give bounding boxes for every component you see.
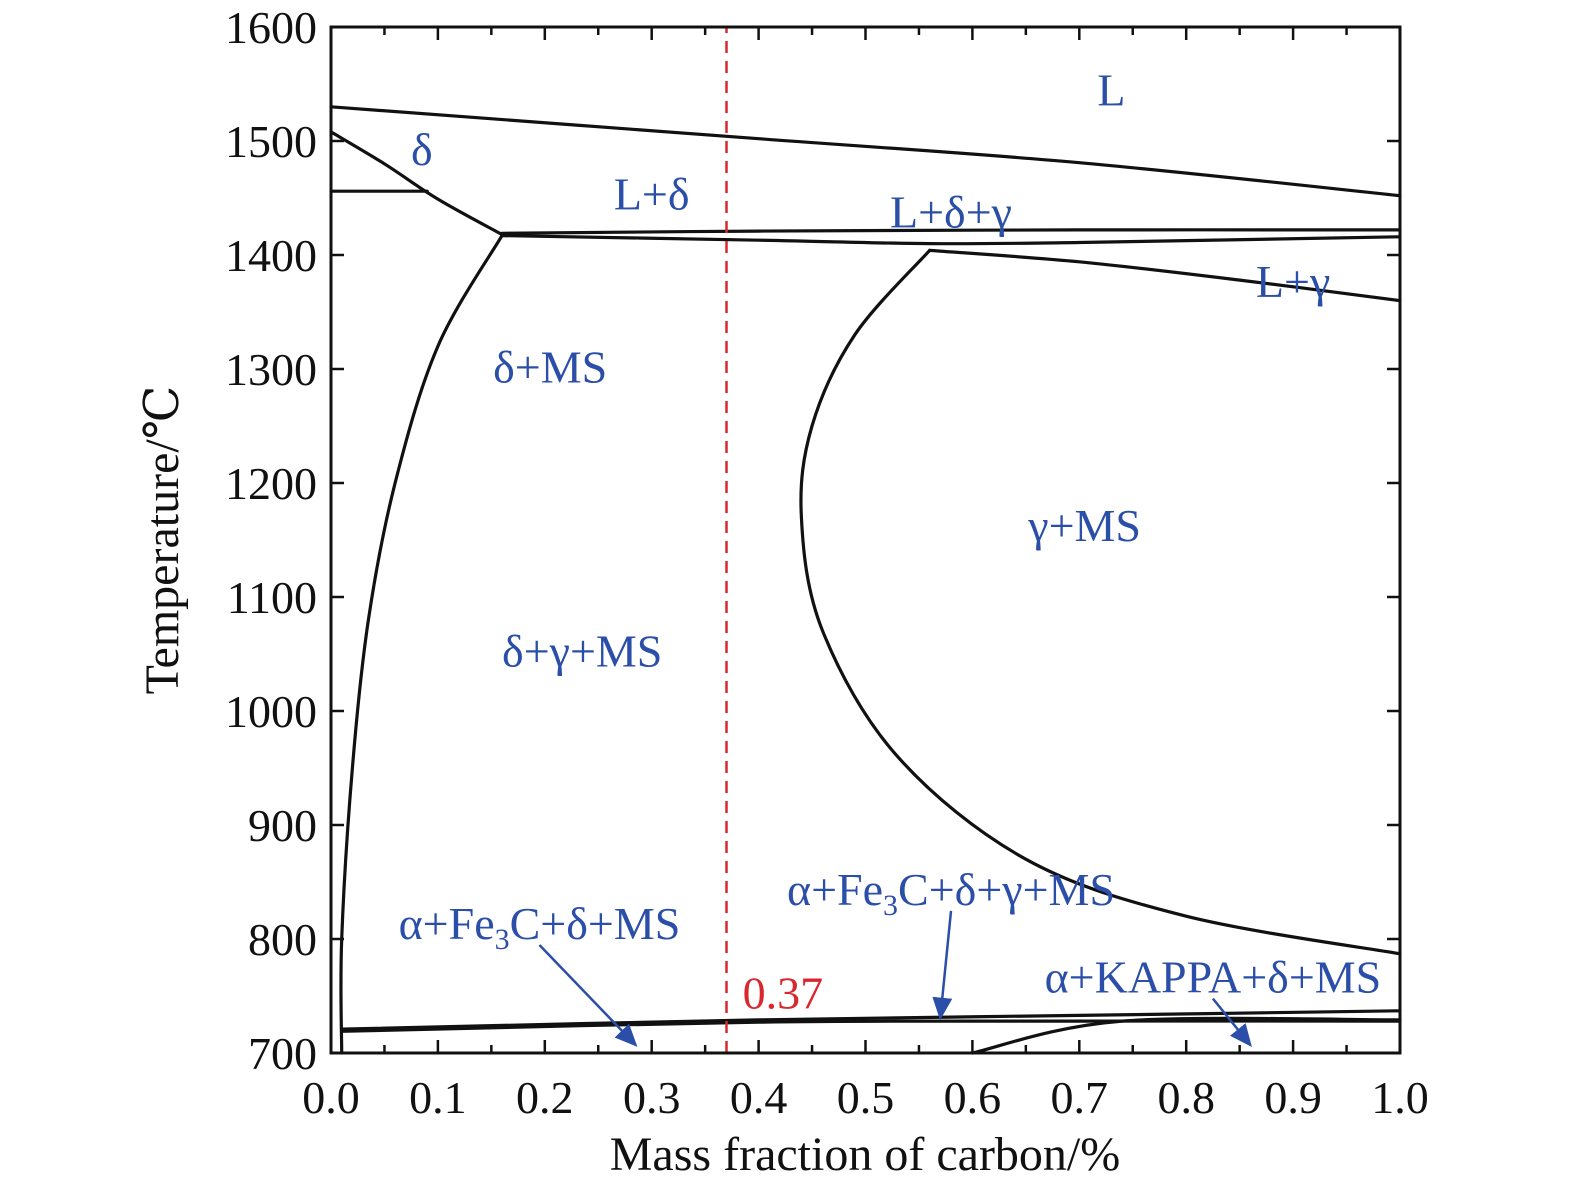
y-tick-label: 900 xyxy=(248,800,317,851)
x-tick-label: 0.9 xyxy=(1264,1072,1322,1123)
y-tick-label: 1600 xyxy=(225,2,317,53)
y-tick-label: 1400 xyxy=(225,230,317,281)
x-tick-label: 0.2 xyxy=(516,1072,574,1123)
x-tick-label: 0.5 xyxy=(837,1072,895,1123)
y-axis-title: Temperature/℃ xyxy=(136,386,189,695)
composition-label: 0.37 xyxy=(743,968,824,1019)
region-label: L+δ+γ xyxy=(890,187,1012,238)
x-tick-label: 0.3 xyxy=(623,1072,681,1123)
y-tick-label: 700 xyxy=(248,1028,317,1079)
y-tick-label: 1500 xyxy=(225,116,317,167)
x-tick-label: 1.0 xyxy=(1371,1072,1429,1123)
region-label: γ+MS xyxy=(1027,500,1141,551)
annotation-arrow xyxy=(932,910,953,1021)
series-gamma-ms-boundary xyxy=(799,248,1402,956)
annotation-arrow xyxy=(538,944,638,1047)
series-peritectic-lower xyxy=(500,234,1402,246)
region-label: α+Fe3C+δ+γ+MS xyxy=(787,864,1115,922)
y-tick-label: 1100 xyxy=(227,572,317,623)
x-axis-title: Mass fraction of carbon/% xyxy=(610,1128,1121,1181)
region-label: α+KAPPA+δ+MS xyxy=(1045,952,1382,1003)
x-tick-label: 0.6 xyxy=(944,1072,1002,1123)
y-tick-label: 1200 xyxy=(225,458,317,509)
annotation-arrow xyxy=(1211,997,1252,1047)
series-liquidus xyxy=(329,105,1402,198)
x-tick-label: 0.7 xyxy=(1051,1072,1109,1123)
x-tick-label: 0.0 xyxy=(302,1072,360,1123)
region-label: L+γ xyxy=(1256,256,1330,307)
region-label: L+δ xyxy=(614,168,690,219)
series-kappa-boundary xyxy=(970,1016,1402,1055)
x-tick-label: 0.4 xyxy=(730,1072,788,1123)
y-tick-label: 1000 xyxy=(225,686,317,737)
plot-frame xyxy=(329,25,1402,1055)
region-label: δ+γ+MS xyxy=(502,626,662,677)
series-eutectoid-lower xyxy=(340,1019,1402,1033)
y-tick-label: 1300 xyxy=(225,344,317,395)
x-tick-label: 0.1 xyxy=(409,1072,467,1123)
series-eutectoid-upper xyxy=(340,1009,1402,1031)
x-tick-label: 0.8 xyxy=(1157,1072,1215,1123)
region-label: δ+MS xyxy=(493,342,607,393)
series-delta-upper-boundary xyxy=(329,130,504,237)
y-tick-label: 800 xyxy=(248,914,317,965)
region-label: L xyxy=(1097,65,1125,116)
series-peritectic-upper xyxy=(500,228,1402,235)
region-label: δ xyxy=(411,124,433,175)
series-delta-ms-boundary xyxy=(339,234,504,1055)
region-label: α+Fe3C+δ+MS xyxy=(399,898,681,956)
series-gamma-liquid-boundary xyxy=(928,248,1402,303)
